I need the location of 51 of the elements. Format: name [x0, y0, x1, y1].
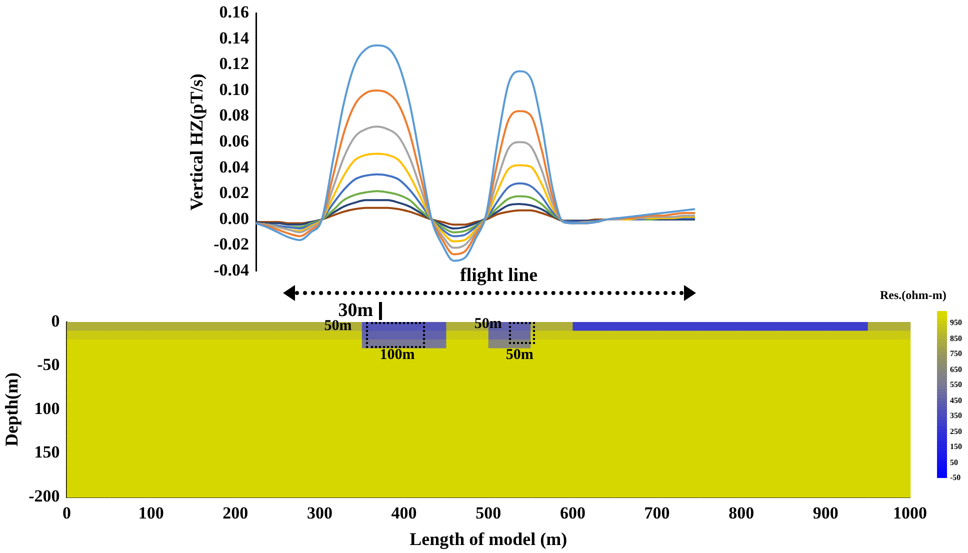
y-tick-label: 0.12	[219, 54, 250, 74]
line-series	[255, 44, 696, 262]
y-tick-label: 0.10	[219, 80, 250, 99]
text: 30m	[338, 300, 374, 321]
annotation: 50m	[506, 347, 534, 364]
color-bar-label: 650	[950, 364, 962, 374]
y-axis-title: Vertical HZ(pT/s)	[186, 74, 206, 211]
y-tick-label: 0.14	[219, 28, 250, 48]
x-tick-label: 900	[812, 504, 838, 523]
x-axis-title: Length of model (m)	[410, 528, 568, 549]
color-bar-label: 450	[950, 396, 962, 405]
color-bar-label: 550	[950, 380, 962, 390]
y-tick-label: -0.04	[214, 260, 250, 280]
color-bar-label: 750	[950, 349, 962, 358]
y-tick-label: 0	[51, 311, 60, 330]
color-bar-label: 150	[950, 442, 962, 452]
line-series	[255, 90, 696, 256]
color-bar-label: 850	[950, 334, 962, 343]
y-tick-label: -0.02	[214, 234, 250, 254]
x-tick-label: 700	[644, 504, 670, 523]
annotation: flight line	[460, 265, 538, 287]
x-tick-label: 600	[560, 504, 586, 523]
color-bar-label: 250	[950, 426, 962, 436]
y-tick-label: 0.08	[219, 106, 250, 125]
line-series	[255, 126, 696, 249]
x-tick-label: 1000	[893, 504, 927, 523]
x-tick-label: 200	[222, 504, 248, 523]
y-tick-label: 0.06	[219, 131, 250, 150]
y-tick-label: -200	[28, 486, 60, 506]
y-axis-title: Depth(m)	[1, 372, 22, 446]
color-bar-label: 50	[950, 458, 958, 467]
y-tick-label: 0.04	[219, 157, 250, 176]
x-tick-label: 500	[476, 504, 502, 523]
y-tick-label: 100	[34, 398, 60, 418]
annotation: 100m	[380, 347, 415, 364]
annotation: 50m	[324, 318, 352, 336]
annotation: 50m	[474, 316, 502, 334]
y-tick-label: 0.16	[219, 2, 250, 22]
y-tick-label: 0.02	[219, 183, 250, 202]
color-bar-label: 350	[950, 411, 962, 420]
colour-scale: -50 50 150 250 350 450 550 650 750 850 950	[937, 300, 968, 553]
color-bar-label: -50	[950, 473, 961, 482]
x-tick-label: 100	[138, 504, 164, 523]
x-tick-label: 300	[306, 504, 332, 523]
x-tick-label: 800	[728, 504, 754, 523]
color-bar-title: Res.(ohm-m)	[880, 288, 946, 303]
x-tick-label: 400	[391, 504, 417, 523]
y-tick-label: 0.00	[219, 208, 250, 228]
y-tick-label: -50	[37, 355, 60, 374]
color-bar-label: 950	[950, 318, 962, 328]
y-tick-label: 150	[34, 442, 60, 462]
